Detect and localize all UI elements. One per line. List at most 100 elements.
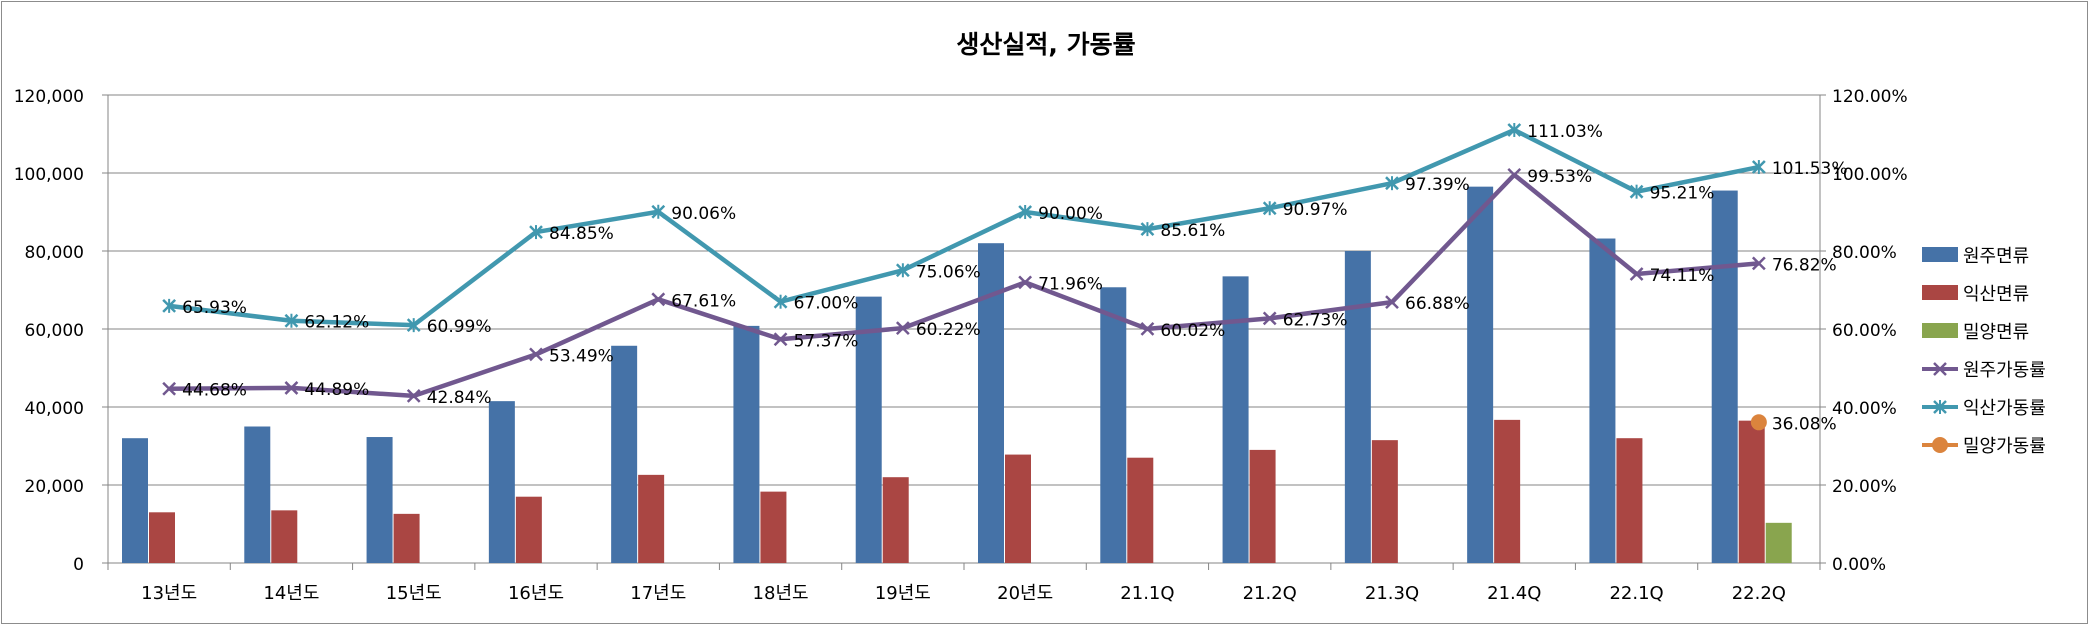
point [1262, 311, 1277, 326]
x-tick-label: 21.1Q [1120, 583, 1174, 604]
legend-label: 밀양가동률 [1963, 436, 2046, 457]
data-label: 101.53% [1772, 159, 1848, 179]
bar [488, 401, 515, 563]
point [895, 321, 910, 336]
chart-title: 생산실적, 가동률 [956, 30, 1135, 59]
data-label: 90.06% [671, 204, 736, 224]
data-label: 53.49% [549, 346, 614, 366]
point [1751, 256, 1766, 271]
y2-tick-label: 100.00% [1832, 165, 1908, 185]
bar [1738, 420, 1765, 563]
point [1629, 184, 1644, 199]
point [1385, 176, 1399, 191]
bar [611, 345, 638, 563]
data-label: 36.08% [1772, 414, 1837, 434]
data-label: 84.85% [549, 224, 614, 244]
data-label: 65.93% [182, 298, 247, 318]
bar [122, 438, 148, 563]
point [1751, 160, 1766, 175]
point [406, 318, 421, 333]
y2-tick-label: 40.00% [1832, 399, 1897, 419]
point [651, 204, 666, 219]
data-label: 44.89% [304, 380, 369, 400]
bar [244, 426, 271, 563]
point [1507, 122, 1522, 137]
bar [1711, 190, 1738, 564]
y-tick-label: 40,000 [25, 399, 84, 419]
data-label: 60.02% [1160, 321, 1225, 341]
series-line [168, 127, 1760, 328]
x-tick-label: 22.2Q [1732, 583, 1786, 604]
bar [760, 491, 787, 563]
data-label: 66.88% [1405, 294, 1470, 314]
data-label: 90.00% [1038, 204, 1103, 224]
legend-swatch [1922, 323, 1958, 338]
point [773, 332, 788, 347]
point [529, 225, 543, 240]
data-label: 44.68% [182, 381, 247, 401]
y-tick-label: 0 [73, 555, 84, 575]
x-tick-label: 21.3Q [1365, 583, 1419, 604]
series-line [169, 172, 1760, 399]
data-label: 85.61% [1160, 221, 1225, 241]
axes: 0 20,000 40,000 60,000 80,000 100,000 120,000 0… [14, 87, 1908, 604]
point [162, 298, 177, 313]
bar [638, 474, 665, 563]
point [1385, 295, 1399, 310]
point [1629, 267, 1644, 281]
y2-tick-label: 80.00% [1832, 243, 1897, 263]
data-label: 42.84% [427, 388, 492, 408]
point [162, 381, 177, 396]
bars [122, 186, 1792, 564]
data-label: 62.12% [304, 313, 369, 333]
gridlines [108, 94, 1820, 486]
point [651, 292, 666, 307]
point [1750, 414, 1767, 431]
data-label: 95.21% [1650, 184, 1715, 204]
data-label: 57.37% [794, 331, 859, 351]
bar [1249, 449, 1276, 563]
legend-swatch [1922, 285, 1958, 300]
bar [1344, 251, 1371, 563]
data-label: 111.03% [1527, 122, 1603, 142]
data-label: 90.97% [1283, 200, 1348, 220]
point [1018, 275, 1033, 290]
y2-tick-label: 60.00% [1832, 321, 1897, 341]
point [1140, 322, 1155, 336]
bar [1127, 457, 1154, 563]
point [284, 381, 299, 395]
y-tick-label: 100,000 [14, 165, 84, 185]
bar [1589, 238, 1616, 563]
data-label: 67.61% [671, 291, 736, 311]
point [1507, 167, 1522, 182]
data-label: 99.53% [1527, 167, 1592, 187]
bar [1371, 440, 1398, 563]
y-tick-label: 60,000 [25, 321, 84, 341]
bar [1616, 438, 1643, 563]
data-label: 76.82% [1772, 255, 1837, 275]
y-tick-label: 20,000 [25, 477, 84, 497]
legend-label: 익산가동률 [1963, 398, 2046, 419]
x-tick-label: 21.2Q [1243, 583, 1297, 604]
y2-tick-label: 20.00% [1832, 477, 1897, 497]
legend-label: 원주면류 [1963, 246, 2029, 267]
data-label: 71.96% [1038, 274, 1103, 294]
bar [882, 477, 909, 563]
data-labels: 44.68% 44.89% 42.84% 53.49% 67.61% 57.37% 60.2… [182, 122, 1847, 434]
x-tick-label: 18년도 [753, 583, 809, 604]
legend-label: 익산면류 [1963, 284, 2029, 305]
legend-item: 익산면류 [1922, 284, 2029, 305]
bar [271, 510, 298, 563]
point [406, 389, 421, 403]
point [1933, 400, 1947, 414]
rate-lines [162, 122, 1767, 431]
point [1933, 362, 1947, 376]
legend-item: 밀양가동률 [1922, 436, 2046, 457]
bar [733, 325, 760, 563]
data-label: 67.00% [794, 294, 859, 314]
x-tick-label: 17년도 [630, 583, 686, 604]
x-tick-label: 15년도 [386, 583, 442, 604]
legend-item: 원주면류 [1922, 246, 2029, 267]
point [1262, 201, 1277, 216]
